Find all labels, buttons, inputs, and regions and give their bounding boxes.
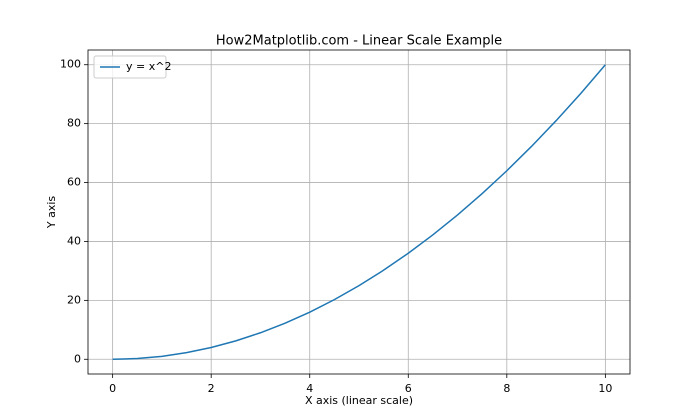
y-tick-label: 80: [67, 117, 81, 130]
y-tick-label: 0: [74, 352, 81, 365]
y-tick-label: 40: [67, 234, 81, 247]
x-tick-label: 6: [405, 382, 412, 395]
legend-box: [93, 55, 167, 79]
x-tick-label: 2: [208, 382, 215, 395]
y-tick-label: 100: [60, 58, 81, 71]
line: [112, 64, 606, 361]
x-tick-label: 4: [306, 382, 313, 395]
x-tick-label: 8: [503, 382, 510, 395]
x-tick-label: 0: [109, 382, 116, 395]
y-tick-label: 60: [67, 176, 81, 189]
y-tick-label: 20: [67, 293, 81, 306]
chart-title: How2Matplotlib.com - Linear Scale Exampl…: [216, 34, 502, 49]
x-axis-label: X axis (linear scale): [305, 394, 413, 407]
legend-label: y = x^2: [126, 60, 171, 73]
x-tick-label: 10: [598, 382, 612, 395]
plot-frame: [87, 49, 631, 375]
y-axis-label: Y axis: [45, 196, 58, 230]
